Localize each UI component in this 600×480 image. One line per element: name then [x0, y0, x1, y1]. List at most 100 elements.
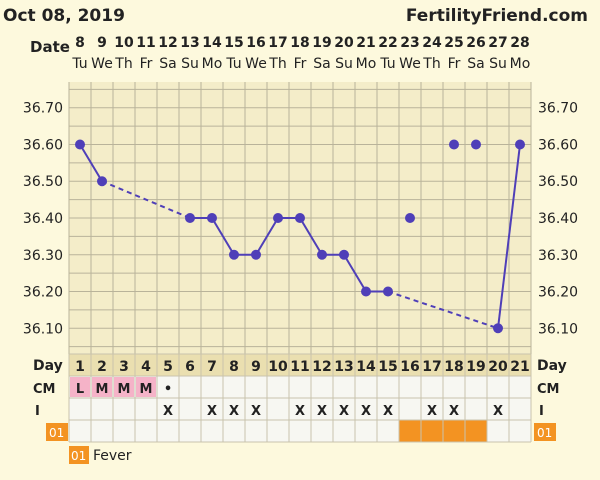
temperature-point [251, 249, 261, 260]
y-tick-label-right: 36.70 [538, 101, 578, 117]
y-tick-label-right: 36.50 [538, 174, 578, 190]
axis-labels: 36.70 36.70 36.60 36.60 36.50 36.50 36.40 36.40… [23, 35, 578, 337]
menses-cell [70, 377, 90, 397]
y-tick-label-right: 36.10 [538, 321, 578, 337]
date-label: 25 [444, 35, 463, 51]
cycle-day-label: 15 [378, 359, 397, 375]
y-tick-label-left: 36.20 [23, 285, 63, 301]
cycle-day-label: 17 [422, 359, 441, 375]
weekday-label: Th [422, 56, 440, 72]
weekday-label: Sa [159, 56, 176, 72]
temperature-point [295, 213, 305, 223]
date-label: 8 [75, 35, 85, 51]
intercourse-mark: X [383, 404, 393, 419]
intercourse-mark: X [427, 404, 437, 419]
weekday-label: Sa [467, 56, 484, 72]
cycle-day-label: 4 [141, 359, 151, 375]
i-row-label-left: I [35, 404, 40, 419]
weekday-label: Mo [510, 56, 531, 72]
temperature-line [211, 217, 235, 256]
date-label: 20 [334, 35, 354, 51]
date-label: 23 [400, 35, 419, 51]
cycle-day-label: 7 [207, 359, 217, 375]
cycle-day-label: 3 [119, 359, 129, 375]
date-label: 10 [114, 35, 134, 51]
menses-cell [92, 377, 112, 397]
tag-row-label-right: 01 [537, 426, 552, 440]
temperature-point [317, 249, 327, 260]
legend-badge [69, 446, 89, 464]
menses-cell [114, 377, 134, 397]
temperature-point [383, 286, 393, 297]
y-tick-label-right: 36.40 [538, 211, 578, 227]
cm-entry: • [164, 382, 172, 397]
day-row-label-right: Day [537, 358, 567, 374]
weekday-label: Mo [202, 56, 223, 72]
fever-tag-cell [399, 420, 421, 442]
temperature-line [79, 143, 103, 182]
temperature-point [97, 176, 107, 187]
grid-layer [68, 82, 532, 354]
cycle-day-label: 11 [290, 359, 309, 375]
cycle-day-label: 5 [163, 359, 173, 375]
cycle-day-label: 8 [229, 359, 239, 375]
weekday-label: We [245, 56, 267, 72]
intercourse-mark: X [163, 404, 173, 419]
cm-entry: M [96, 382, 109, 397]
legend-fever-label: Fever [93, 448, 132, 464]
cycle-day-label: 14 [356, 359, 376, 375]
cycle-day-label: 16 [400, 359, 419, 375]
weekday-label: Su [181, 56, 199, 72]
intercourse-mark: X [229, 404, 239, 419]
weekday-label: Su [489, 56, 507, 72]
site-name: FertilityFriend.com [406, 6, 588, 26]
weekday-label: We [399, 56, 421, 72]
temperature-point [449, 139, 459, 150]
y-tick-label-left: 36.10 [23, 321, 63, 337]
legend-badge-text: 01 [71, 449, 86, 463]
cycle-day-label: 2 [97, 359, 107, 375]
date-label: 9 [97, 35, 107, 51]
weekday-label: Su [335, 56, 353, 72]
tag-row-badge-right [534, 423, 556, 441]
table-layer: 1 2 3 4 5 6 7 8 9 10 11 12 13 14 15 16 17 18 19 20 21L M M M •X X… [68, 353, 532, 443]
date-label: 16 [246, 35, 265, 51]
cm-entry: M [140, 382, 153, 397]
cm-row-label-right: CM [537, 382, 559, 397]
date-label: 19 [312, 35, 331, 51]
temperature-line [299, 217, 323, 256]
date-row-label: Date [30, 38, 70, 56]
temperature-point [207, 213, 217, 223]
intercourse-mark: X [251, 404, 261, 419]
weekday-label: We [91, 56, 113, 72]
weekday-label: Tu [225, 56, 241, 72]
y-tick-label-right: 36.20 [538, 285, 578, 301]
date-label: 15 [224, 35, 243, 51]
day-row-label-left: Day [33, 358, 63, 374]
temperature-point [229, 249, 239, 260]
cycle-day-label: 12 [312, 359, 331, 375]
weekday-label: Fr [140, 56, 153, 72]
temperature-line [343, 254, 367, 293]
cycle-day-label: 20 [488, 359, 508, 375]
temperature-line-dashed [101, 180, 191, 219]
weekday-label: Tu [71, 56, 87, 72]
date-label: 24 [422, 35, 442, 51]
date-label: 21 [356, 35, 375, 51]
cycle-day-label: 1 [75, 359, 85, 375]
cm-entry: M [118, 382, 131, 397]
date-label: 14 [202, 35, 222, 51]
date-label: 12 [158, 35, 177, 51]
cm-entry: L [76, 382, 84, 397]
day-row-band [69, 354, 531, 376]
y-tick-label-left: 36.50 [23, 174, 63, 190]
weekday-label: Sa [313, 56, 330, 72]
fever-tag-cell [421, 420, 443, 442]
cycle-day-label: 10 [268, 359, 288, 375]
cycle-day-label: 21 [510, 359, 529, 375]
i-row-label-right: I [539, 404, 544, 419]
intercourse-mark: X [361, 404, 371, 419]
intercourse-mark: X [295, 404, 305, 419]
